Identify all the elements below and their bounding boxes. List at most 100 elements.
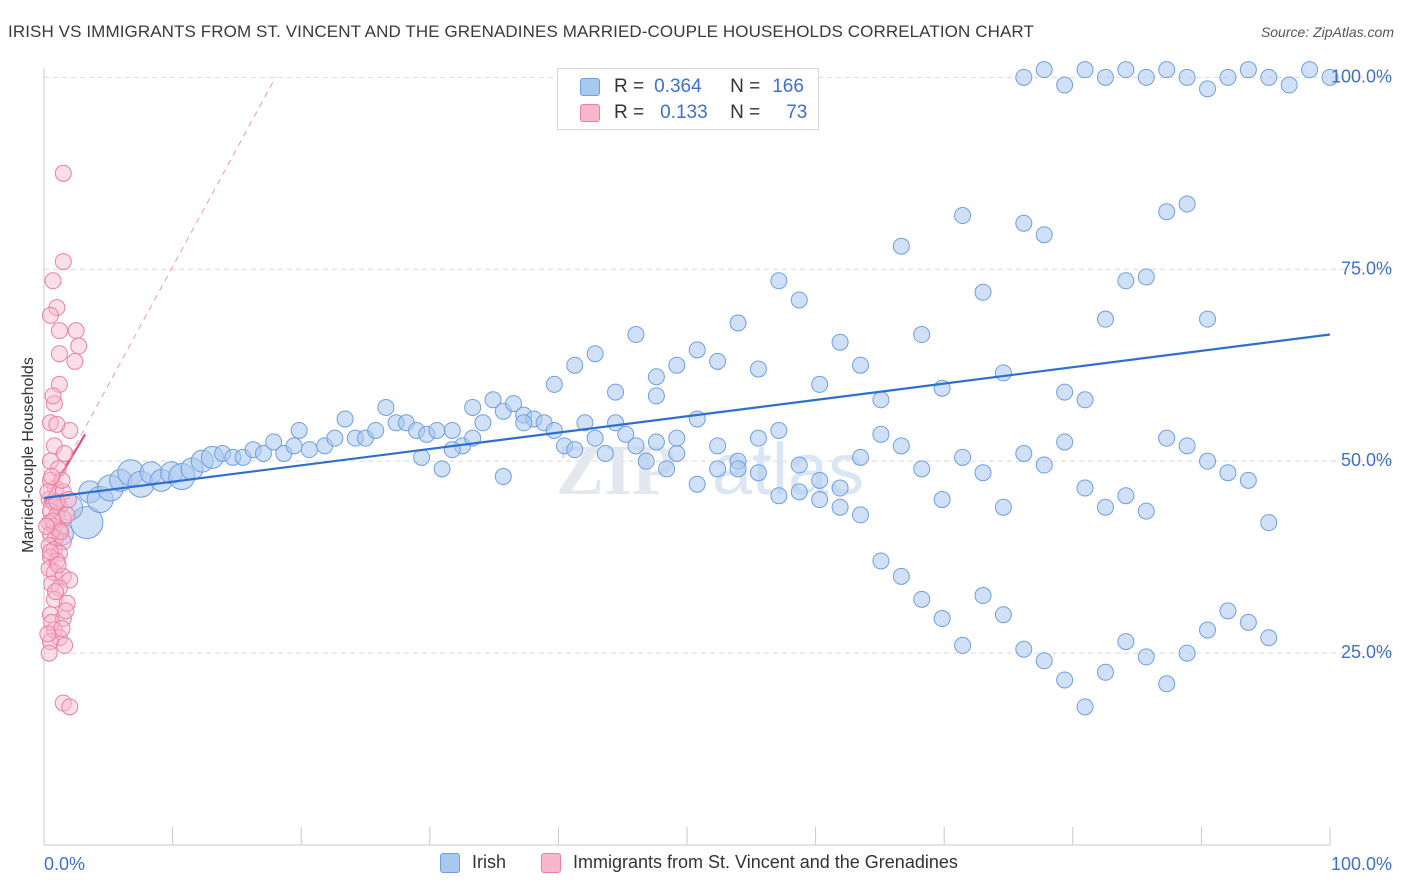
irish-point <box>1260 68 1278 86</box>
irish-point <box>1096 663 1114 681</box>
irish-point <box>367 421 385 439</box>
svg-point <box>40 644 58 662</box>
svg-point <box>50 345 68 363</box>
legend-row-irish: R = 0.364 N = 166 <box>580 75 804 99</box>
svg-point <box>56 636 74 654</box>
irish-trend <box>43 333 1331 500</box>
irish-point <box>1096 310 1114 328</box>
legend-n-label: N = <box>730 76 761 97</box>
irish-point <box>545 375 563 393</box>
svg-point <box>67 322 85 340</box>
irish-point <box>1199 80 1217 98</box>
irish-point <box>647 433 665 451</box>
irish-point <box>1239 471 1257 489</box>
irish-point <box>1239 613 1257 631</box>
irish-point <box>586 429 604 447</box>
irish-point <box>1199 621 1217 639</box>
irish-point <box>729 314 747 332</box>
irish-point <box>428 421 446 439</box>
svg-point <box>44 272 62 290</box>
irish-point <box>596 445 614 462</box>
irish-point <box>1076 61 1094 79</box>
irish-point <box>290 421 308 439</box>
irish-point <box>974 587 992 605</box>
svg-point <box>41 414 59 432</box>
irish-point <box>872 391 890 409</box>
irish-point <box>1056 383 1074 401</box>
irish-point <box>994 364 1012 382</box>
svg-point <box>44 387 62 405</box>
irish-point <box>1035 226 1053 244</box>
irish-point <box>1321 68 1339 86</box>
bottom-legend-irish: Irish <box>440 852 506 873</box>
svg-point <box>53 620 71 638</box>
irish-point <box>617 425 635 443</box>
irish-point <box>811 491 829 509</box>
irish-swatch <box>580 78 600 96</box>
irish-point <box>1035 61 1053 79</box>
irish-point <box>668 356 686 374</box>
irish-point <box>1219 602 1237 620</box>
svg-point <box>50 322 68 340</box>
svg-point <box>43 468 61 486</box>
irish-point <box>872 425 890 443</box>
irish-point <box>1199 452 1217 470</box>
irish-point <box>586 345 604 363</box>
irish-point <box>872 552 890 570</box>
irish-point <box>913 590 931 608</box>
bottom-legend: Irish Immigrants from St. Vincent and th… <box>0 852 1406 876</box>
irish-point <box>336 410 354 428</box>
svg-point <box>49 556 67 574</box>
svg-point <box>54 253 72 271</box>
irish-point <box>1260 629 1278 647</box>
irish-point <box>566 441 584 459</box>
irish-point <box>300 441 318 459</box>
irish-point <box>1178 437 1196 455</box>
irish-point <box>852 448 870 466</box>
irish-point <box>954 636 972 654</box>
irish-point <box>1260 514 1278 532</box>
source-label: Source: ZipAtlas.com <box>1260 24 1394 40</box>
irish-point <box>790 291 808 309</box>
svg-point <box>54 164 72 182</box>
irish-point <box>1015 68 1033 86</box>
irish-point <box>1137 502 1155 520</box>
svg-trend <box>43 77 276 504</box>
irish-point <box>1056 671 1074 689</box>
irish-point <box>954 448 972 466</box>
irish-series <box>50 61 1339 716</box>
irish-point <box>1096 498 1114 516</box>
svg-point <box>41 306 59 324</box>
irish-point <box>1239 61 1257 79</box>
irish-point <box>1178 644 1196 662</box>
irish-point <box>954 207 972 225</box>
svg-point <box>58 506 76 524</box>
legend-row-svg: R = 0.133 N = 73 <box>580 101 807 125</box>
irish-point <box>974 283 992 301</box>
irish-point <box>994 606 1012 624</box>
irish-point <box>326 429 344 447</box>
irish-swatch <box>440 852 460 873</box>
legend-n-label: N = <box>730 102 761 123</box>
irish-point <box>790 483 808 501</box>
x-tick-label: 0.0% <box>44 854 85 874</box>
svg-swatch <box>580 104 600 122</box>
y-tick-label: 100.0% <box>1331 66 1392 86</box>
y-tick-label: 75.0% <box>1341 258 1392 278</box>
legend-r-value: 0.133 <box>660 102 708 123</box>
irish-point <box>831 479 849 497</box>
irish-point <box>1158 429 1176 447</box>
irish-point <box>994 498 1012 516</box>
svg-point <box>57 602 75 620</box>
irish-trend-line <box>43 333 1331 500</box>
irish-point <box>811 375 829 393</box>
irish-point <box>265 433 283 451</box>
legend-r-label: R = <box>614 76 645 97</box>
irish-point <box>576 414 594 432</box>
irish-point <box>688 341 706 359</box>
irish-point <box>474 414 492 432</box>
svg-point <box>53 471 71 489</box>
irish-point <box>484 391 502 409</box>
svg-point <box>52 523 70 541</box>
irish-point <box>1076 479 1094 497</box>
